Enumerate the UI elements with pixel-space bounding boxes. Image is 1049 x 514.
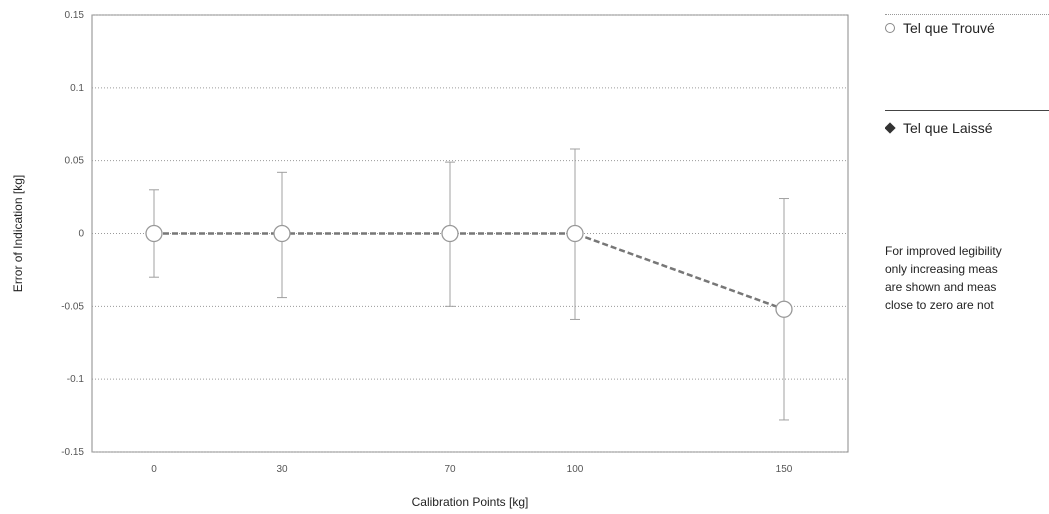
legend-item-found: Tel que Trouvé <box>885 20 995 36</box>
y-tick-label: 0.15 <box>65 10 85 21</box>
x-tick-label: 100 <box>567 464 584 475</box>
legend: Tel que Trouvé Tel que Laissé For improv… <box>885 0 1049 514</box>
legend-note-line: For improved legibility <box>885 244 1002 258</box>
legend-top-divider <box>885 14 1049 15</box>
legend-note-line: are shown and meas <box>885 280 997 294</box>
y-tick-label: -0.1 <box>67 374 85 385</box>
filled-diamond-icon <box>885 122 896 134</box>
y-tick-label: -0.15 <box>61 447 84 458</box>
y-tick-label: 0.05 <box>65 156 85 167</box>
series-line <box>154 232 785 311</box>
legend-note: For improved legibility only increasing … <box>885 242 1002 314</box>
legend-label-found: Tel que Trouvé <box>903 20 995 36</box>
x-tick-label: 30 <box>276 464 288 475</box>
legend-note-line: only increasing meas <box>885 262 998 276</box>
data-point-marker <box>273 224 291 243</box>
data-point-marker <box>775 300 793 318</box>
y-tick-label: 0.1 <box>70 83 84 94</box>
data-point-marker <box>145 224 163 243</box>
legend-note-line: close to zero are not <box>885 298 994 312</box>
x-axis-title: Calibration Points [kg] <box>412 495 529 509</box>
x-tick-label: 70 <box>444 464 456 475</box>
error-chart: 0.15 0.1 0.05 0 -0.05 -0.1 -0.15 0 30 70 100 150 Cal… <box>11 10 849 509</box>
data-point-marker <box>566 224 584 243</box>
y-tick-label: 0 <box>78 229 84 240</box>
legend-label-left: Tel que Laissé <box>903 120 993 136</box>
legend-divider <box>885 110 1049 111</box>
x-tick-label: 150 <box>776 464 793 475</box>
y-axis-title: Error of Indication [kg] <box>11 175 25 292</box>
data-point-marker <box>441 224 459 243</box>
y-tick-label: -0.05 <box>61 301 84 312</box>
open-circle-icon <box>885 23 895 33</box>
legend-item-left: Tel que Laissé <box>885 120 993 136</box>
x-tick-label: 0 <box>151 464 157 475</box>
